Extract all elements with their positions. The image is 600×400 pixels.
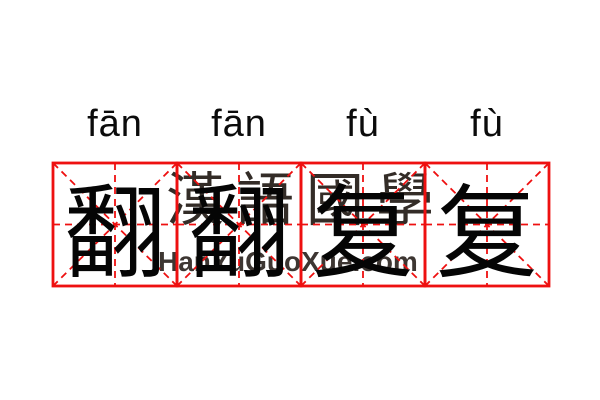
hanzi-character-1: 翻 [64,175,166,294]
mizige-grid [51,161,551,288]
grid-cell-4 [423,161,551,288]
site-watermark: HanYuGuoXue.com [158,246,418,277]
pinyin-label-3: fù [346,103,380,145]
hanzi-character-3: 复 [312,175,414,294]
hanzi-character-2: 翻 [188,175,290,294]
pinyin-label-1: fān [87,103,143,145]
pinyin-label-2: fān [211,103,267,145]
pinyin-label-4: fù [470,103,504,145]
hanzi-character-4: 复 [436,175,538,294]
